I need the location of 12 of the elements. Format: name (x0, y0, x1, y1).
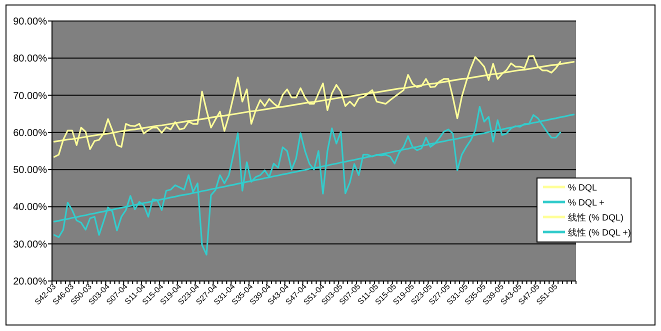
legend-label: % DQL (568, 182, 598, 192)
y-tick-label: 30.00% (13, 239, 48, 250)
legend-label: % DQL + (568, 198, 604, 208)
y-tick-label: 50.00% (13, 165, 48, 176)
y-tick-label: 60.00% (13, 128, 48, 139)
legend-label: 线性 (% DQL +) (568, 228, 631, 238)
y-tick-label: 40.00% (13, 202, 48, 214)
y-tick-label: 20.00% (13, 276, 48, 288)
y-tick-label: 80.00% (13, 54, 48, 65)
y-tick-label: 90.00% (13, 16, 48, 28)
y-tick-label: 70.00% (13, 90, 48, 102)
legend-label: 线性 (% DQL) (568, 212, 624, 222)
